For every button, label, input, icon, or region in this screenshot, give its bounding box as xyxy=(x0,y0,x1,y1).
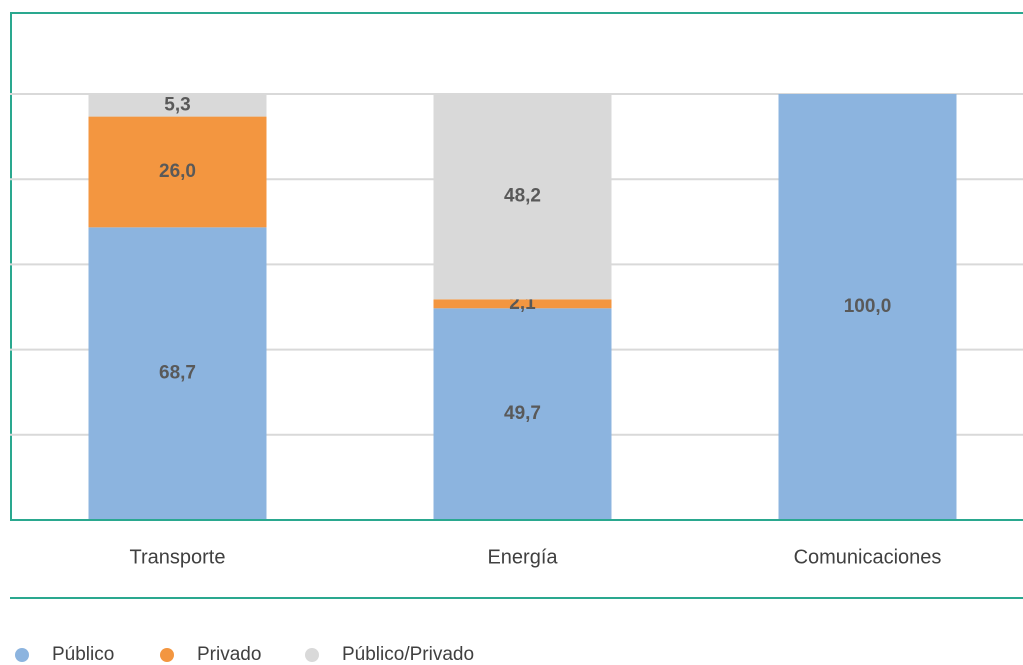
data-label: 5,3 xyxy=(164,94,190,115)
legend-label: Privado xyxy=(197,644,261,665)
data-label: 68,7 xyxy=(159,363,196,384)
bar-segment xyxy=(88,94,267,117)
data-label: 26,0 xyxy=(159,161,196,182)
data-label: 49,7 xyxy=(504,403,541,424)
bar-segment xyxy=(88,116,267,228)
x-tick-label: Transporte xyxy=(130,546,226,568)
bar-segment xyxy=(433,94,612,300)
bar-segment xyxy=(88,227,267,520)
legend-marker xyxy=(160,648,174,662)
bar-segment xyxy=(433,299,612,309)
legend-label: Público/Privado xyxy=(342,644,474,665)
legend-label: Público xyxy=(52,644,114,665)
x-tick-label: Energía xyxy=(487,546,558,568)
bar-segment xyxy=(778,94,957,520)
x-tick-label: Comunicaciones xyxy=(794,546,942,568)
data-label: 48,2 xyxy=(504,186,541,207)
legend-marker xyxy=(15,648,29,662)
data-label: 100,0 xyxy=(844,296,892,317)
legend-marker xyxy=(305,648,319,662)
bar-segment xyxy=(433,308,612,520)
